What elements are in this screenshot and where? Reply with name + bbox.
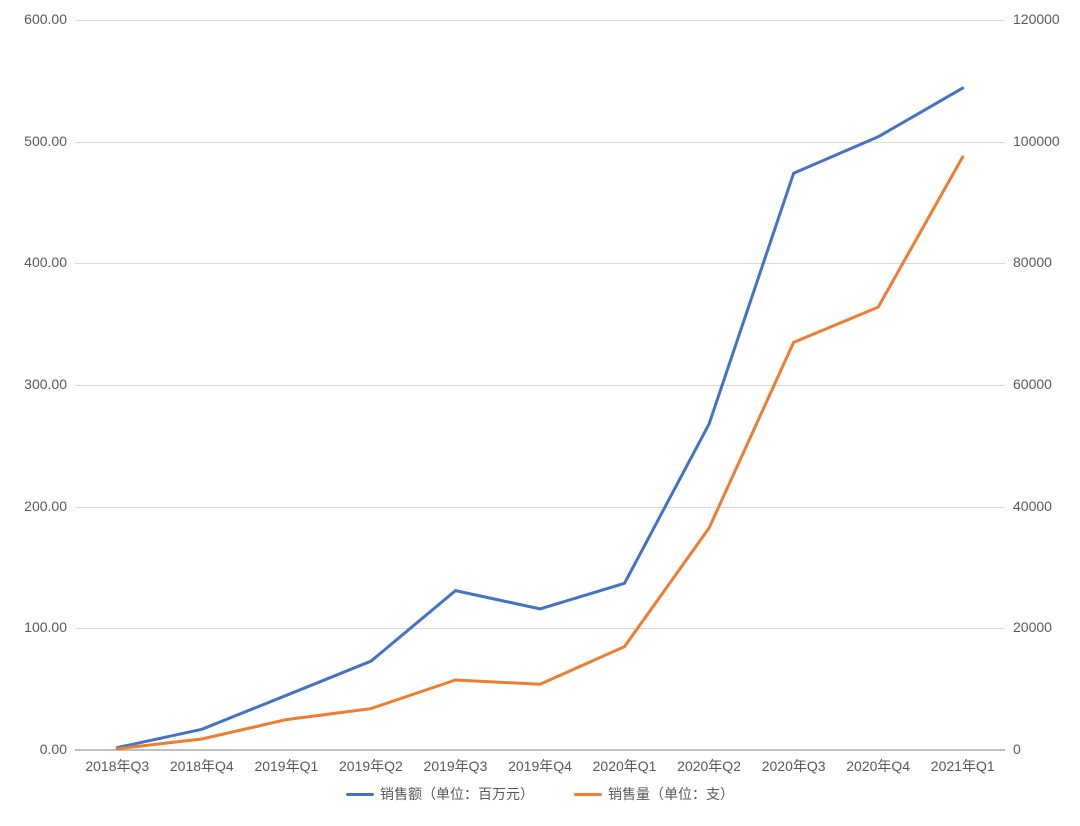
y-left-tick-label: 600.00 xyxy=(24,11,67,27)
x-tick-label: 2018年Q3 xyxy=(85,756,149,776)
x-tick-label: 2020年Q4 xyxy=(846,756,910,776)
legend-item-sales-volume: 销售量（单位：支） xyxy=(574,784,734,804)
x-tick-label: 2019年Q1 xyxy=(254,756,318,776)
chart-legend: 销售额（单位：百万元） 销售量（单位：支） xyxy=(0,784,1080,804)
y-right-tick-label: 60000 xyxy=(1013,376,1052,392)
y-right-tick-label: 40000 xyxy=(1013,498,1052,514)
y-left-tick-label: 100.00 xyxy=(24,619,67,635)
series-line-sales-amount xyxy=(117,88,962,748)
x-tick-label: 2019年Q2 xyxy=(339,756,403,776)
chart-lines xyxy=(0,0,1080,826)
y-right-tick-label: 20000 xyxy=(1013,619,1052,635)
x-tick-label: 2020年Q1 xyxy=(593,756,657,776)
legend-swatch xyxy=(574,793,602,796)
y-right-tick-label: 100000 xyxy=(1013,133,1060,149)
y-left-tick-label: 0.00 xyxy=(40,741,67,757)
x-tick-label: 2018年Q4 xyxy=(170,756,234,776)
y-left-tick-label: 300.00 xyxy=(24,376,67,392)
y-left-tick-label: 400.00 xyxy=(24,254,67,270)
y-left-tick-label: 200.00 xyxy=(24,498,67,514)
legend-label: 销售额（单位：百万元） xyxy=(380,784,534,804)
y-right-tick-label: 0 xyxy=(1013,741,1021,757)
series-line-sales-volume xyxy=(117,157,962,749)
x-tick-label: 2021年Q1 xyxy=(931,756,995,776)
x-tick-label: 2020年Q2 xyxy=(677,756,741,776)
y-left-tick-label: 500.00 xyxy=(24,133,67,149)
y-right-tick-label: 120000 xyxy=(1013,11,1060,27)
legend-item-sales-amount: 销售额（单位：百万元） xyxy=(346,784,534,804)
legend-label: 销售量（单位：支） xyxy=(608,784,734,804)
x-tick-label: 2020年Q3 xyxy=(762,756,826,776)
x-tick-label: 2019年Q3 xyxy=(424,756,488,776)
legend-swatch xyxy=(346,793,374,796)
x-tick-label: 2019年Q4 xyxy=(508,756,572,776)
y-right-tick-label: 80000 xyxy=(1013,254,1052,270)
